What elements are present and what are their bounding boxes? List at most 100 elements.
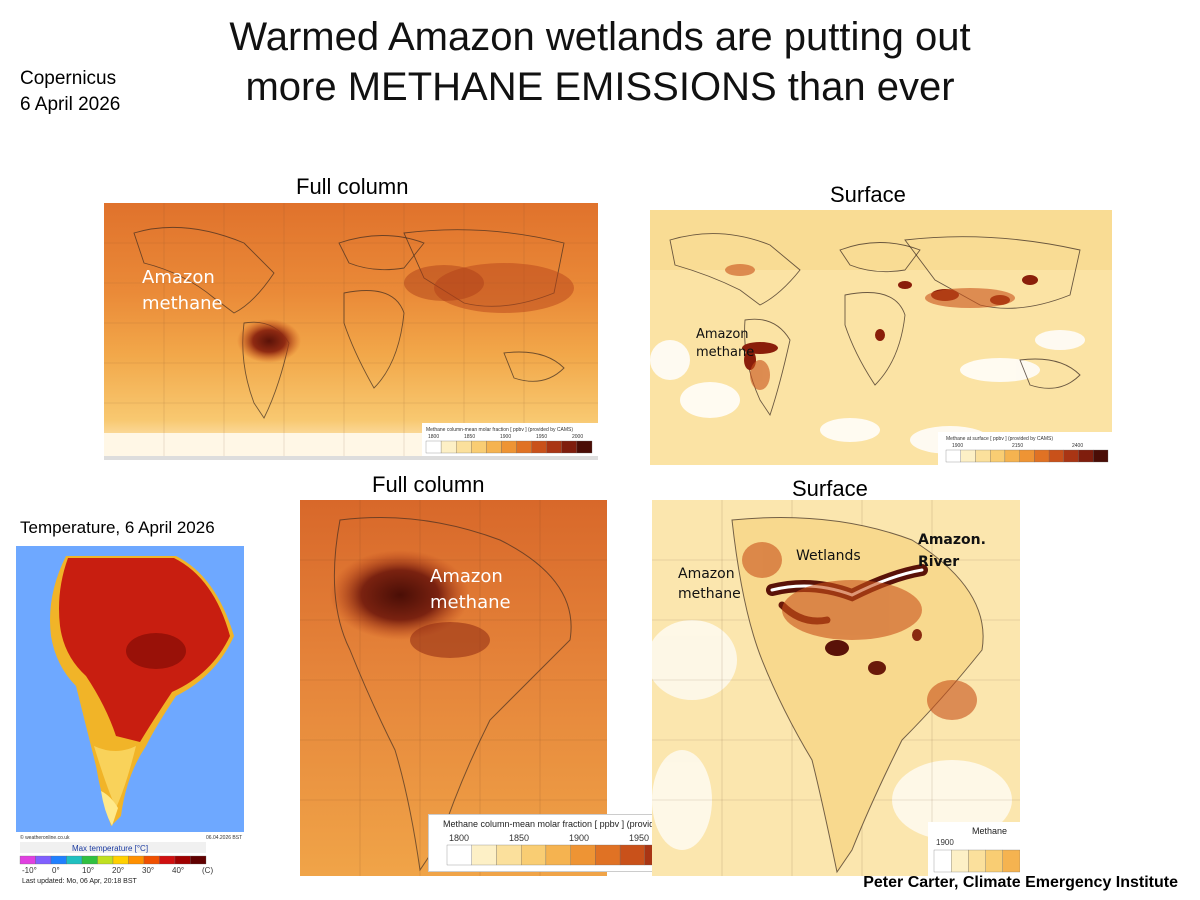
world-surface-legend-swatch [1093, 449, 1109, 463]
temperature-legend-swatch [128, 855, 145, 865]
world-surface-legend-swatch [975, 449, 991, 463]
temperature-legend-tick: -10° [22, 866, 37, 875]
world-column-legend-swatch [486, 440, 502, 454]
source-block: Copernicus 6 April 2026 [20, 66, 120, 118]
world-column-legend-swatch [440, 440, 457, 454]
sa-surface-wetlands-label: Wetlands [796, 548, 861, 564]
sa-column-legend-tick: 1850 [509, 833, 529, 843]
sa-column-legend-swatch [496, 844, 522, 866]
world-column-legend-swatch [425, 440, 442, 454]
world-column-legend-title: Methane column-mean molar fraction [ ppb… [426, 427, 573, 433]
temperature-legend-swatch [159, 855, 176, 865]
sa-column-caption: Full column [372, 472, 485, 497]
temperature-legend-tick: 40° [172, 866, 184, 875]
world-column-legend-ticks: 1800 1850 1900 1950 2000 [428, 434, 583, 440]
world-surface-legend-ticks: 1900 2150 2400 [952, 443, 1083, 449]
temperature-legend-swatch [174, 855, 191, 865]
world-column-legend-swatch [501, 440, 517, 454]
temperature-legend-tick: 30° [142, 866, 154, 875]
temperature-legend-swatch [35, 855, 52, 865]
world-surface-legend-swatch [1004, 449, 1020, 463]
world-column-legend-swatch [456, 440, 472, 454]
world-column-legend-tick: 1850 [464, 434, 475, 440]
world-surface-legend-title: Methane at surface [ ppbv ] (provided by… [946, 436, 1053, 442]
world-surface-legend-swatch [1063, 449, 1079, 463]
world-column-legend-tick: 2000 [572, 434, 583, 440]
temperature-legend-tick: (C) [202, 866, 213, 875]
temperature-legend-swatch [50, 855, 67, 865]
world-surface-annotation-2: methane [696, 345, 754, 360]
title-line-1: Warmed Amazon wetlands are putting out [229, 15, 971, 59]
world-column-legend-tick: 1950 [536, 434, 547, 440]
world-surface-legend-swatch [960, 449, 976, 463]
sa-column-annotation-1: Amazon [430, 566, 503, 587]
world-surface-legend-swatch [990, 449, 1006, 463]
world-surface-legend-tick: 2150 [1012, 443, 1023, 449]
credit-line: Peter Carter, Climate Emergency Institut… [863, 874, 1178, 891]
slide-title: Warmed Amazon wetlands are putting out m… [150, 12, 1050, 112]
world-column-legend-tick: 1900 [500, 434, 511, 440]
sa-column-legend-swatch [595, 844, 621, 866]
world-column-legend-swatch [576, 440, 593, 454]
sa-surface-annotation-2: methane [678, 586, 741, 602]
sa-surface-legend-tick: 1900 [936, 838, 954, 847]
world-surface-annotation-1: Amazon [696, 327, 749, 342]
world-column-annotation-2: methane [142, 293, 223, 314]
world-column-legend-swatch [471, 440, 487, 454]
world-column-legend-swatch [561, 440, 578, 454]
sa-surface-legend-swatch [1002, 849, 1020, 873]
sa-column-legend-tick: 1950 [629, 833, 649, 843]
source-date: 6 April 2026 [20, 94, 121, 115]
sa-surface-legend-swatch [933, 849, 952, 873]
world-surface-caption: Surface [830, 182, 906, 207]
sa-column-legend-tick: 1800 [449, 833, 469, 843]
sa-column-legend-swatch [521, 844, 547, 866]
temperature-legend-swatch [190, 855, 207, 865]
sa-surface-river-label-2: River [918, 554, 959, 570]
temperature-legend-bar [19, 855, 207, 865]
temperature-legend-swatch [97, 855, 114, 865]
sa-surface-river-label-1: Amazon. [918, 532, 986, 548]
sa-surface-legend-title: Methane [972, 826, 1007, 836]
temperature-stamp: 06.04.2026 BST [206, 835, 242, 841]
sa-column-legend-swatch [471, 844, 497, 866]
sa-column-legend-swatch [446, 844, 472, 866]
source-name: Copernicus [20, 68, 117, 89]
world-column-annotation-1: Amazon [142, 267, 215, 288]
world-surface-legend-tick: 2400 [1072, 443, 1083, 449]
world-surface-legend-swatch [945, 449, 961, 463]
world-column-legend-swatch [516, 440, 532, 454]
world-column-legend-swatch [546, 440, 562, 454]
temperature-legend-ticks: -10° 0° 10° 20° 30° 40° (C) [22, 866, 213, 875]
sa-surface-legend-ticks: 1900 [936, 838, 954, 847]
temperature-legend-swatch [66, 855, 83, 865]
sa-column-map: Amazon methane [300, 500, 607, 876]
world-column-caption: Full column [296, 174, 409, 199]
sa-surface-legend-bar [933, 849, 1020, 873]
world-surface-legend-swatch [1048, 449, 1064, 463]
world-column-map: Amazon methane Methane column-mean molar… [104, 203, 598, 458]
temperature-legend-tick: 10° [82, 866, 94, 875]
sa-surface-caption: Surface [792, 476, 868, 501]
sa-column-legend-title: Methane column-mean molar fraction [ ppb… [443, 819, 708, 829]
temperature-legend-swatch [143, 855, 160, 865]
sa-surface-legend-swatch [951, 849, 969, 873]
world-surface-legend-swatch [1034, 449, 1050, 463]
temperature-legend-title: Max temperature [°C] [72, 844, 148, 853]
sa-surface-map: Amazon methane Wetlands Amazon. River Me… [652, 500, 1020, 876]
world-column-legend-swatch [531, 440, 547, 454]
world-surface-legend-tick: 1900 [952, 443, 963, 449]
sa-column-legend-swatch [619, 844, 645, 866]
temperature-legend-tick: 0° [52, 866, 60, 875]
temperature-site: © weatheronline.co.uk [20, 834, 70, 841]
sa-column-legend-tick: 1900 [569, 833, 589, 843]
temperature-legend-tick: 20° [112, 866, 124, 875]
title-line-2: more METHANE EMISSIONS than ever [245, 65, 955, 109]
world-surface-legend-swatch [1078, 449, 1094, 463]
temperature-caption: Temperature, 6 April 2026 [20, 518, 215, 537]
temperature-legend-swatch [81, 855, 98, 865]
world-column-legend-tick: 1800 [428, 434, 439, 440]
world-surface-legend-bar [945, 449, 1109, 463]
sa-column-annotation-2: methane [430, 592, 511, 613]
temperature-legend-swatch [19, 855, 36, 865]
